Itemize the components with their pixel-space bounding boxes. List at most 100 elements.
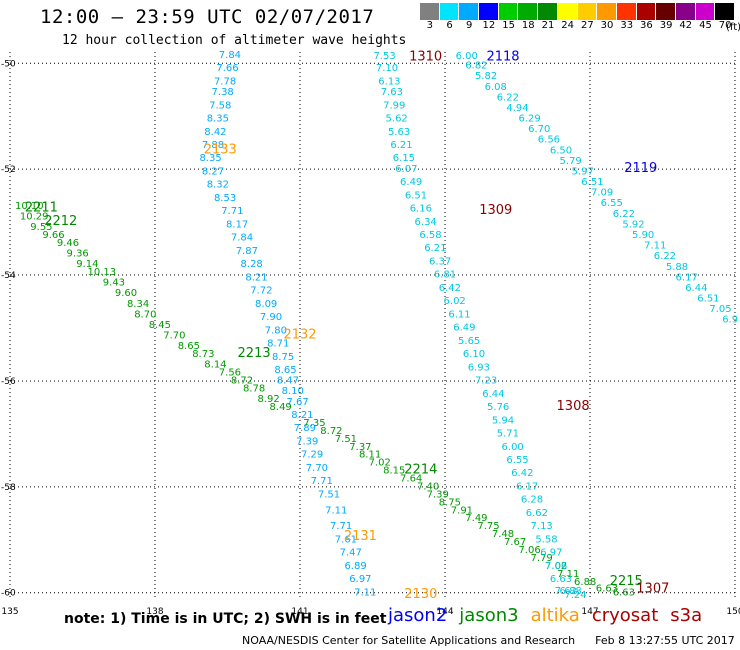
wave-height-value: 7.38 xyxy=(212,87,234,98)
wave-height-value: 6.82 xyxy=(465,61,487,72)
wave-height-value: 7.56 xyxy=(219,368,241,379)
wave-height-value: 8.11 xyxy=(359,450,381,461)
wave-height-value: 5.92 xyxy=(622,219,644,230)
color-swatch xyxy=(498,3,519,20)
wave-height-value: 7.72 xyxy=(250,286,272,297)
wave-height-value: 6.21 xyxy=(390,140,412,151)
color-swatch xyxy=(577,3,598,20)
color-scale-label: 45 xyxy=(699,20,712,31)
wave-height-value: 7.49 xyxy=(465,513,487,524)
wave-height-value: 6.93 xyxy=(468,362,490,373)
lon-tick-label: 135 xyxy=(1,607,18,617)
wave-height-value: 7.89 xyxy=(294,423,316,434)
wave-height-value: 8.92 xyxy=(257,394,279,405)
wave-height-value: 7.11 xyxy=(644,241,666,252)
pass-number-label: 2215 xyxy=(610,574,643,589)
wave-height-value: 7.40 xyxy=(417,481,439,492)
color-scale-unit: (ft) xyxy=(726,22,740,33)
pass-number-label: 2213 xyxy=(238,346,271,361)
wave-height-value: 6.00 xyxy=(502,442,524,453)
wave-height-value: 8.15 xyxy=(383,466,405,477)
wave-height-value: 4.94 xyxy=(506,103,528,114)
wave-height-value: 6.51 xyxy=(581,177,603,188)
wave-height-value: 7.80 xyxy=(265,325,287,336)
color-scale-legend: 3 6 9 12 15 18 21 24 27 30 33 36 39 42 45 70 (ft) xyxy=(420,3,740,33)
wave-height-value: 7.62 xyxy=(555,586,577,597)
wave-height-value: 9.43 xyxy=(103,278,125,289)
wave-height-value: 7.51 xyxy=(318,489,340,500)
wave-height-value: 5.90 xyxy=(632,230,654,241)
lat-tick-label: -60 xyxy=(1,589,16,599)
color-scale-label: 42 xyxy=(679,20,693,31)
wave-height-value: 7.11 xyxy=(325,505,347,516)
pass-number-label: 2211 xyxy=(25,201,58,216)
wave-height-value: 6.51 xyxy=(697,294,719,305)
wave-height-value: 7.84 xyxy=(219,50,241,61)
wave-height-value: 6.49 xyxy=(400,177,422,188)
wave-height-value: 7.71 xyxy=(221,206,243,217)
color-swatch xyxy=(597,3,617,20)
wave-height-value: 6.15 xyxy=(393,153,415,164)
lon-tick-label: 147 xyxy=(581,607,598,617)
color-swatch xyxy=(420,3,440,20)
lon-tick-label: 138 xyxy=(146,607,163,617)
wave-height-value: 9.55 xyxy=(30,222,52,233)
wave-height-value: 8.73 xyxy=(192,349,214,360)
wave-height-value: 5.97 xyxy=(572,166,594,177)
wave-height-value: 6.10 xyxy=(463,349,485,360)
wave-height-value: 7.47 xyxy=(340,548,362,559)
wave-height-value: 8.27 xyxy=(202,166,224,177)
wave-height-value: 7.67 xyxy=(286,397,308,408)
wave-height-value: 8.09 xyxy=(255,299,277,310)
wave-height-value: 8.53 xyxy=(214,193,236,204)
color-swatch xyxy=(675,3,696,20)
wave-height-value: 8.35 xyxy=(199,153,221,164)
pass-number-label: 2214 xyxy=(404,463,437,478)
lat-tick-label: -52 xyxy=(1,165,16,175)
wave-height-value: 7.87 xyxy=(236,246,258,257)
wave-height-value: 6.37 xyxy=(429,256,451,267)
wave-height-value: 7.75 xyxy=(477,521,499,532)
wave-height-value: 8.28 xyxy=(241,259,263,270)
wave-height-value: 7.79 xyxy=(531,553,553,564)
wave-height-value: 6.81 xyxy=(434,270,456,281)
color-scale-label: 39 xyxy=(659,20,673,31)
wave-height-value: 6.11 xyxy=(448,309,470,320)
wave-height-value: 8.47 xyxy=(277,376,299,387)
wave-height-value: 9.46 xyxy=(57,238,79,249)
color-scale-label: 30 xyxy=(600,20,614,31)
wave-height-value: 6.51 xyxy=(405,190,427,201)
wave-height-value: 5.71 xyxy=(497,429,519,440)
wave-height-value: 6.63 xyxy=(596,584,618,595)
wave-height-value: 6.58 xyxy=(419,230,441,241)
color-scale-labels: 3 6 9 12 15 18 21 24 27 30 33 36 39 42 45 70 xyxy=(420,20,735,31)
color-swatch xyxy=(636,3,657,20)
color-swatch xyxy=(439,3,460,20)
wave-height-value: 7.02 xyxy=(545,561,567,572)
wave-height-value: 7.71 xyxy=(311,476,333,487)
wave-height-value: 9.36 xyxy=(67,249,89,260)
legend-item-altika: altika xyxy=(530,605,580,626)
color-scale-label: 24 xyxy=(561,20,575,31)
wave-height-value: 6.21 xyxy=(424,243,446,254)
legend-item-s3a: s3a xyxy=(670,605,703,626)
wave-height-value: 6.00 xyxy=(456,51,478,62)
wave-height-value: 9.66 xyxy=(42,230,64,241)
color-swatch xyxy=(538,3,558,20)
wave-height-value: 7.39 xyxy=(296,436,318,447)
wave-height-value: 6.88 xyxy=(560,586,582,597)
wave-height-value: 6.50 xyxy=(550,145,572,156)
legend-item-jason2: jason2 xyxy=(388,605,448,626)
color-swatch xyxy=(695,3,716,20)
wave-height-value: 5.94 xyxy=(492,415,514,426)
chart-subtitle: 12 hour collection of altimeter wave hei… xyxy=(62,33,407,48)
wave-height-value: 8.75 xyxy=(439,497,461,508)
wave-height-value: 6.08 xyxy=(485,82,507,93)
color-swatch xyxy=(479,3,499,20)
lat-tick-label: -50 xyxy=(1,59,16,69)
wave-height-value: 7.91 xyxy=(451,505,473,516)
wave-height-value: 7.10 xyxy=(376,63,398,74)
generated-time: Feb 8 13:27:55 UTC 2017 xyxy=(595,634,735,647)
legend-item-cryosat: cryosat xyxy=(591,605,659,626)
